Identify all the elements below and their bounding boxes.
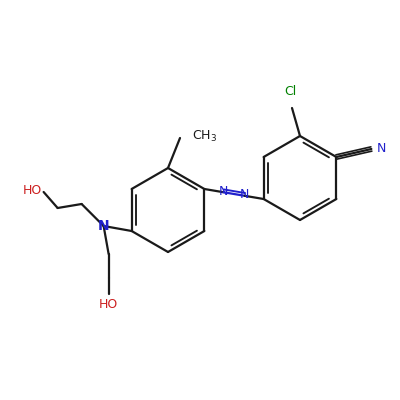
Text: CH$_3$: CH$_3$ bbox=[192, 128, 217, 144]
Text: N: N bbox=[219, 185, 228, 198]
Text: Cl: Cl bbox=[284, 85, 296, 98]
Text: HO: HO bbox=[99, 298, 118, 311]
Text: N: N bbox=[98, 219, 110, 233]
Text: N: N bbox=[240, 188, 249, 201]
Text: HO: HO bbox=[22, 184, 42, 196]
Text: N: N bbox=[376, 142, 386, 154]
